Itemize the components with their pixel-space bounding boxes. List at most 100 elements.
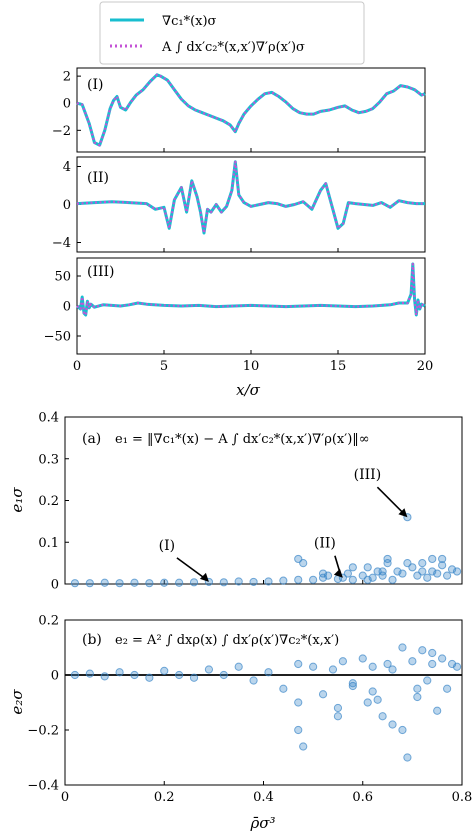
data-point [378,567,387,576]
y-tick-label: −4 [52,236,71,251]
x-tick-label: 20 [417,359,434,374]
data-point [145,673,154,682]
y-tick-label: 0.2 [38,614,59,629]
data-point [418,567,427,576]
data-point [428,554,437,564]
data-point [388,575,397,584]
data-point [338,657,347,666]
data-point [408,657,417,666]
data-point [85,669,94,678]
legend: ∇c₁*(x)σ A ∫ dx′c₂*(x,x′)∇′ρ(x′)σ [99,1,365,65]
data-point [279,576,288,585]
annotation-label: (III) [354,467,382,483]
x-tick-label: 0 [61,790,69,805]
data-point [115,668,124,677]
y-tick-label: 0.4 [38,411,59,426]
data-point [388,665,397,674]
data-point [438,654,447,663]
annotation-arrow [376,486,406,516]
data-point [418,559,427,568]
annotation-label: (II) [314,536,336,552]
data-point [219,578,228,587]
y-tick-label: −2 [52,124,71,139]
data-point [368,687,377,696]
annotation-arrowhead [398,508,408,518]
data-point [413,684,422,693]
y-tick-label: 50 [54,270,71,285]
annotation-label: (I) [159,538,175,554]
data-point [398,569,407,578]
y-tick-label: −50 [44,330,71,345]
data-point [318,569,328,578]
data-point [100,672,109,681]
annotation-arrowhead [333,568,343,578]
x-tick-label: 0.2 [154,790,175,805]
panel-a-label: (a) [82,431,101,447]
data-point [423,676,432,685]
data-point [348,563,357,572]
data-point [452,662,462,671]
data-point [309,662,318,671]
panel-i: (I) −2 0 2 [52,67,426,153]
data-point [348,681,357,691]
data-point [115,579,124,588]
panel-a-ylabel: e₁σ [8,487,26,513]
panel-b-xlabel: ρ̄σ³ [249,814,275,832]
y-tick-label: 0 [51,578,59,593]
data-point [204,665,214,674]
data-point [388,720,397,729]
data-point [70,670,80,680]
data-point [413,692,422,702]
data-point [433,569,442,578]
data-point [363,698,372,707]
data-point [328,665,338,674]
series-line-cyan [76,262,426,317]
data-point [438,554,447,564]
y-tick-label: 0 [63,300,71,315]
legend-label-2: A ∫ dx′c₂*(x,x′)∇′ρ(x′)σ [161,40,305,55]
data-point [383,559,392,568]
x-tick-label: 0 [73,359,81,374]
series-line-cyan [76,160,425,235]
panel-i-label: (I) [87,77,103,93]
series-line-cyan [76,73,426,147]
panel-ii: (II) −4 0 4 [52,156,426,253]
annotation-arrowhead [199,572,209,582]
data-point [348,679,357,688]
data-point [249,577,258,587]
data-point [428,659,437,669]
data-point [294,725,303,735]
data-point [348,575,357,584]
data-point [433,706,442,715]
legend-label-1: ∇c₁*(x)σ [162,14,217,29]
data-point [234,577,243,586]
data-point [428,648,437,658]
data-point [358,654,367,663]
data-point [299,742,308,751]
y-tick-label: 4 [63,160,71,175]
data-point [368,662,377,671]
data-point [343,569,352,578]
data-point [378,571,387,580]
x-tick-label: 0.4 [253,790,274,805]
x-tick-label: 0.6 [352,790,373,805]
data-point [363,575,372,584]
data-point [175,670,184,680]
panel-a: (a) e₁ = ‖∇c₁*(x) − A ∫ dx′c₂*(x,x′)∇′ρ(… [8,411,463,593]
panel-b-equation: e₂ = A² ∫ dxρ(x) ∫ dx′ρ(x′)∇c₂*(x,x′) [115,633,339,648]
data-point [398,725,407,735]
y-tick-label: 2 [63,70,71,85]
data-point [363,563,372,572]
data-point [443,571,452,580]
y-tick-label: 0.3 [38,452,59,467]
panel-ii-label: (II) [87,170,109,186]
y-tick-label: −0.2 [27,724,59,739]
data-point [294,575,303,584]
data-point [85,579,94,588]
data-point [219,670,228,680]
y-tick-label: 0 [51,669,59,684]
data-point [100,578,109,587]
data-point [264,577,273,586]
x-tick-label: 5 [160,359,168,374]
